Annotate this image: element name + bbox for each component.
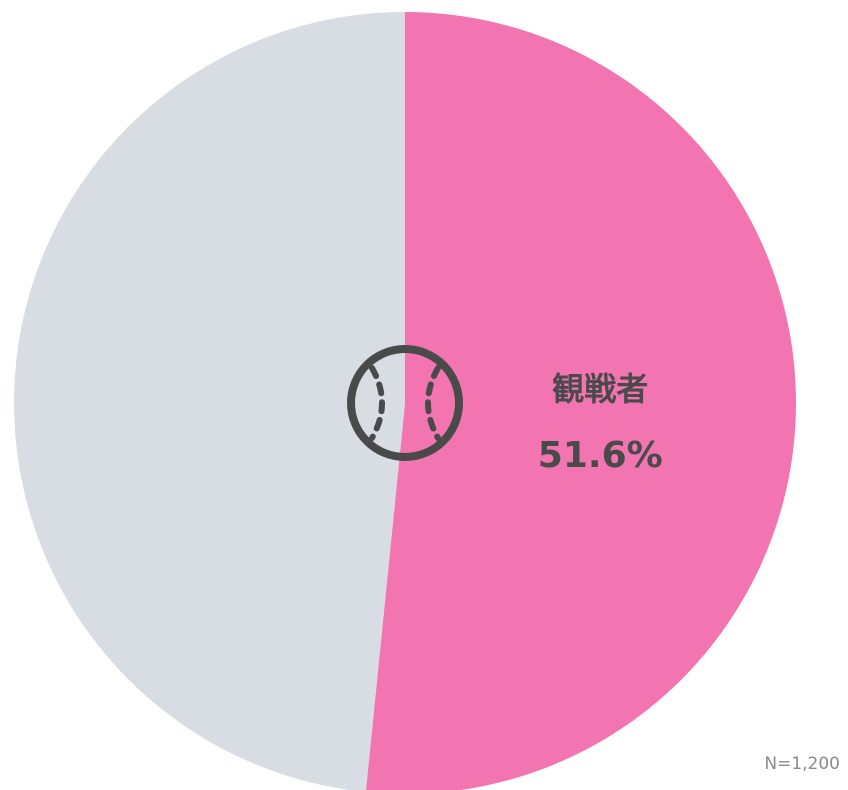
sample-size-note: N=1,200 bbox=[764, 754, 840, 774]
icon-seam bbox=[425, 365, 441, 441]
slice-label: 観戦者 bbox=[552, 370, 648, 408]
baseball-icon bbox=[347, 345, 463, 461]
icon-seam bbox=[369, 365, 385, 441]
slice-value-label: 51.6% bbox=[538, 435, 663, 476]
pie-slice bbox=[365, 12, 796, 790]
pie-slice bbox=[14, 12, 405, 790]
icon-ball bbox=[347, 345, 463, 461]
slices bbox=[14, 12, 796, 790]
